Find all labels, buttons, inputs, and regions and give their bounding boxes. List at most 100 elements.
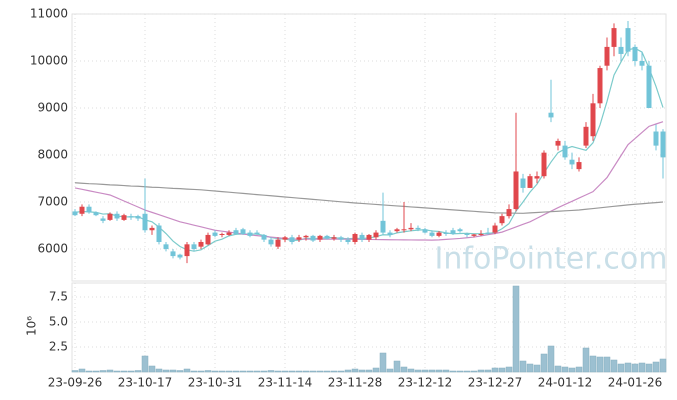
candle-body	[296, 237, 302, 240]
candle-body	[121, 215, 127, 220]
candle-body	[373, 232, 379, 238]
volume-bar	[610, 359, 618, 373]
y-tick-label: 5.0	[49, 315, 68, 329]
volume-bar	[372, 367, 380, 373]
volume-bar	[190, 370, 198, 373]
volume-bar	[351, 368, 359, 373]
volume-bar	[505, 366, 513, 373]
volume-bar	[246, 370, 254, 373]
volume-bar	[533, 364, 541, 373]
volume-bar	[120, 370, 128, 373]
x-tick-label: 23-11-14	[258, 376, 312, 390]
candle-body	[107, 213, 113, 220]
candle-body	[163, 244, 169, 250]
volume-bar	[106, 369, 114, 373]
moving-average-line	[74, 121, 664, 241]
candle-body	[177, 254, 183, 258]
volume-bar	[603, 356, 611, 373]
volume-bar	[85, 370, 93, 373]
candle-body	[212, 232, 218, 236]
volume-bar	[267, 370, 275, 373]
volume-bar	[274, 370, 282, 373]
y-tick-label: 7000	[37, 195, 68, 209]
volume-bar	[470, 370, 478, 373]
volume-bar	[302, 370, 310, 373]
volume-bar	[162, 369, 170, 373]
volume-bar	[645, 363, 653, 373]
volume-bar	[379, 352, 387, 373]
candle-body	[562, 145, 568, 158]
candle-body	[275, 239, 281, 247]
x-tick-label: 24-01-12	[538, 376, 592, 390]
volume-bar	[596, 356, 604, 373]
candle-body	[541, 152, 547, 177]
volume-bar	[540, 353, 548, 373]
volume-bar	[575, 366, 583, 373]
candle-body	[226, 232, 232, 235]
volume-bar	[526, 363, 534, 373]
y-tick-label: 10000	[30, 54, 68, 68]
candle-body	[492, 225, 498, 233]
volume-bar	[239, 370, 247, 373]
volume-bar	[617, 363, 625, 373]
volume-bar	[449, 370, 457, 373]
candle-body	[345, 239, 351, 242]
volume-bar	[561, 366, 569, 373]
volume-bar	[218, 370, 226, 373]
candle-body	[254, 232, 260, 234]
volume-bar	[176, 370, 184, 373]
candle-body	[324, 235, 330, 239]
y-tick-label: 9000	[37, 101, 68, 115]
candle-body	[513, 171, 519, 210]
candle-body	[429, 232, 435, 236]
volume-bar	[624, 362, 632, 373]
watermark: InfoPointer.com	[435, 242, 668, 277]
candle-body	[618, 46, 624, 54]
candle-body	[114, 213, 120, 219]
volume-bar	[99, 370, 107, 373]
candle-body	[93, 212, 99, 216]
candle-body	[639, 61, 645, 66]
volume-bar	[547, 345, 555, 373]
volume-bar	[253, 370, 261, 373]
candle-body	[191, 244, 197, 250]
candle-body	[555, 140, 561, 146]
volume-bar	[638, 362, 646, 373]
candle-body	[142, 213, 148, 231]
candle-body	[597, 68, 603, 104]
volume-bar	[169, 369, 177, 373]
candle-body	[611, 28, 617, 47]
volume-bar	[141, 355, 149, 373]
candle-body	[590, 103, 596, 137]
x-tick-label: 23-12-27	[468, 376, 522, 390]
candle-body	[457, 229, 463, 232]
volume-bar	[92, 370, 100, 373]
candle-body	[604, 46, 610, 66]
x-tick-label: 23-09-26	[48, 376, 102, 390]
candle-body	[527, 176, 533, 188]
volume-bar	[484, 369, 492, 373]
candle-body	[205, 234, 211, 245]
candle-body	[79, 206, 85, 214]
volume-bar	[442, 369, 450, 373]
volume-bar	[134, 370, 142, 373]
candle-body	[219, 233, 225, 235]
candle-body	[485, 232, 491, 234]
volume-bar	[407, 368, 415, 373]
candle-body	[100, 218, 106, 221]
candle-body	[450, 230, 456, 234]
volume-bar	[386, 368, 394, 373]
x-tick-label: 23-12-12	[398, 376, 452, 390]
candle-body	[86, 206, 92, 213]
candle-body	[394, 229, 400, 232]
candle-body	[170, 251, 176, 257]
candle-body	[646, 65, 652, 109]
candle-body	[352, 233, 358, 242]
y-tick-label: 2.5	[49, 340, 68, 354]
candle-body	[380, 220, 386, 233]
y-tick-label: 6000	[37, 242, 68, 256]
volume-bar	[491, 367, 499, 373]
moving-average-line	[74, 47, 664, 252]
candle-body	[632, 46, 638, 62]
candle-body	[72, 211, 78, 216]
